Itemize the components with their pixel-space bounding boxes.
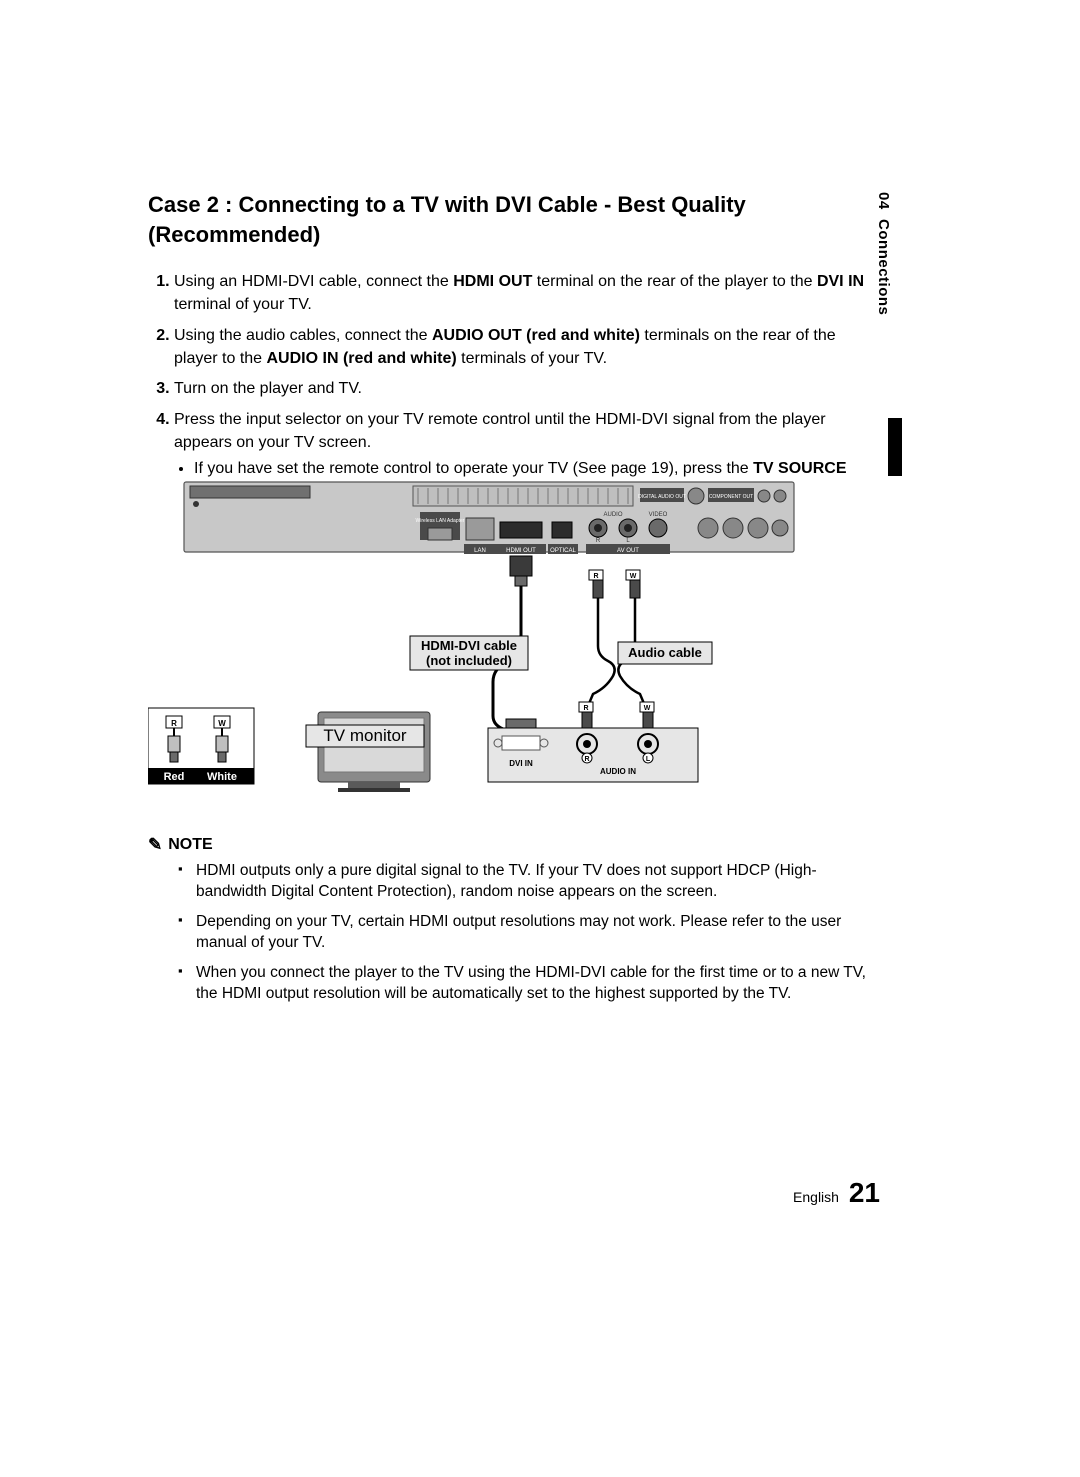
note-icon: ✎ [148,835,162,855]
note-item: Depending on your TV, certain HDMI outpu… [196,911,868,954]
svg-text:AV OUT: AV OUT [617,548,639,554]
steps-list: Using an HDMI-DVI cable, connect the HDM… [148,271,868,503]
bold: AUDIO OUT (red and white) [432,327,640,344]
svg-text:R: R [171,719,177,728]
svg-text:COMPONENT OUT: COMPONENT OUT [709,494,753,500]
footer-language: English [793,1189,839,1205]
svg-text:TV monitor: TV monitor [323,726,406,745]
text: terminals of your TV. [457,350,607,367]
chapter-number: 04 [875,192,892,210]
svg-text:AUDIO IN: AUDIO IN [600,767,636,776]
chapter-title: Connections [875,219,892,315]
connection-diagram: DIGITAL AUDIO OUT COMPONENT OUT Wireless… [148,476,868,806]
svg-text:(not included): (not included) [426,653,512,668]
note-heading: ✎ NOTE [148,834,868,854]
svg-text:DIGITAL AUDIO OUT: DIGITAL AUDIO OUT [638,494,686,500]
text: terminal on the rear of the player to th… [532,273,817,290]
note-item: When you connect the player to the TV us… [196,962,868,1005]
bold: AUDIO IN (red and white) [267,350,457,367]
svg-text:Wireless LAN Adapter: Wireless LAN Adapter [416,518,465,524]
note-item: HDMI outputs only a pure digital signal … [196,860,868,903]
svg-text:Audio cable: Audio cable [628,645,702,660]
svg-text:L: L [646,756,651,763]
svg-text:R: R [596,538,601,544]
step-3: Turn on the player and TV. [174,378,868,401]
bold: TV SOURCE [753,460,846,477]
note-block: ✎ NOTE HDMI outputs only a pure digital s… [148,834,868,1012]
svg-text:DVI IN: DVI IN [509,759,533,768]
svg-text:OPTICAL: OPTICAL [550,548,576,554]
bold: HDMI OUT [453,273,532,290]
page: 04 Connections Case 2 : Connecting to a … [0,0,1080,1477]
svg-text:R: R [584,756,589,763]
page-footer: English 21 [793,1177,880,1209]
svg-text:W: W [630,573,637,580]
content-column: Case 2 : Connecting to a TV with DVI Cab… [148,190,868,512]
step-2: Using the audio cables, connect the AUDI… [174,325,868,370]
footer-page-number: 21 [849,1177,880,1208]
svg-text:Red: Red [164,771,185,783]
svg-text:HDMI OUT: HDMI OUT [506,548,536,554]
svg-text:W: W [218,719,226,728]
note-list: HDMI outputs only a pure digital signal … [148,860,868,1004]
text: Using the audio cables, connect the [174,327,432,344]
note-heading-text: NOTE [168,836,212,853]
step-1: Using an HDMI-DVI cable, connect the HDM… [174,271,868,316]
svg-text:R: R [593,573,598,580]
side-tab: 04 Connections [875,192,892,315]
text: Using an HDMI-DVI cable, connect the [174,273,453,290]
text: Turn on the player and TV. [174,380,362,397]
svg-text:VIDEO: VIDEO [649,512,668,518]
svg-text:W: W [644,705,651,712]
text: terminal of your TV. [174,296,312,313]
bold: DVI IN [817,273,864,290]
svg-text:R: R [583,705,588,712]
page-title: Case 2 : Connecting to a TV with DVI Cab… [148,190,868,249]
side-thumb-marker [888,418,902,476]
svg-text:White: White [207,771,237,783]
diagram-svg: DIGITAL AUDIO OUT COMPONENT OUT Wireless… [148,476,868,806]
svg-text:AUDIO: AUDIO [603,512,622,518]
text: If you have set the remote control to op… [194,460,753,477]
svg-text:LAN: LAN [474,548,486,554]
text: Press the input selector on your TV remo… [174,411,826,451]
svg-text:HDMI-DVI cable: HDMI-DVI cable [421,638,517,653]
